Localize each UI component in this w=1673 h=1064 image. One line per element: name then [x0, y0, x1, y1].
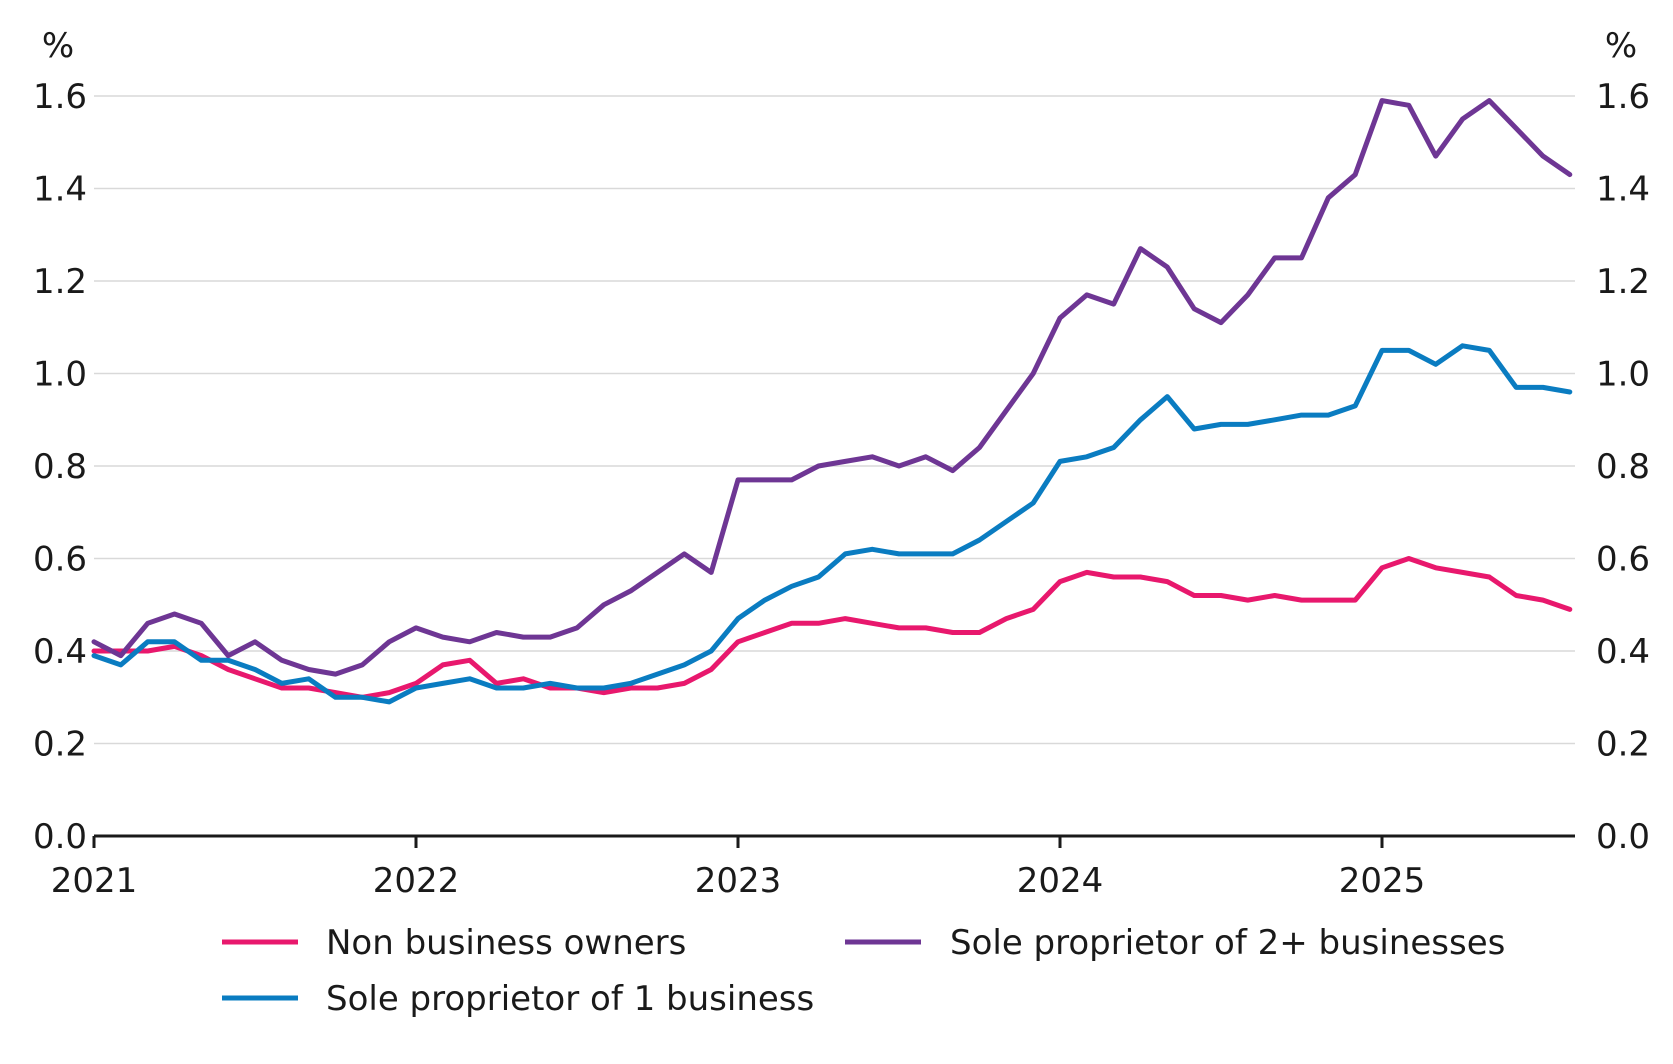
- y-tick-label-left: 1.6: [33, 77, 87, 117]
- y-tick-label-left: 0.8: [33, 447, 87, 487]
- legend-label-sole-proprietor-2plus: Sole proprietor of 2+ businesses: [950, 923, 1505, 963]
- x-tick-label: 2022: [373, 861, 460, 901]
- y-tick-label-left: 1.2: [33, 262, 87, 302]
- x-tick-label: 2021: [51, 861, 138, 901]
- x-tick-label: 2024: [1017, 861, 1104, 901]
- y-tick-label-right: 0.2: [1596, 725, 1650, 765]
- y-unit-label-right: %: [1605, 26, 1637, 66]
- series-line-2: [91, 98, 1573, 677]
- legend-item-sole-proprietor-1: Sole proprietor of 1 business: [222, 979, 814, 1019]
- series-line-1: [91, 343, 1573, 705]
- legend-item-sole-proprietor-2plus: Sole proprietor of 2+ businesses: [845, 923, 1505, 963]
- legend-label-non-business-owners: Non business owners: [326, 923, 686, 963]
- x-tick-label: 2025: [1339, 861, 1426, 901]
- legend: Non business owners Sole proprietor of 1…: [222, 923, 1505, 1019]
- legend-label-sole-proprietor-1: Sole proprietor of 1 business: [326, 979, 814, 1019]
- y-tick-label-right: 1.6: [1596, 77, 1650, 117]
- gridlines: [94, 95, 1575, 745]
- y-tick-label-right: 0.6: [1596, 540, 1650, 580]
- y-tick-label-left: 0.0: [33, 817, 87, 857]
- y-tick-label-left: 0.2: [33, 725, 87, 765]
- y-axis-right: % 0.0 0.2 0.4 0.6 0.8 1.0 1.2 1.4 1.6: [1596, 26, 1650, 857]
- x-tick-label: 2023: [695, 861, 782, 901]
- y-tick-label-right: 0.8: [1596, 447, 1650, 487]
- series-line-0: [91, 556, 1573, 700]
- y-tick-label-right: 0.4: [1596, 632, 1650, 672]
- y-tick-label-right: 1.2: [1596, 262, 1650, 302]
- y-tick-label-right: 1.4: [1596, 170, 1650, 210]
- y-axis-left: % 0.0 0.2 0.4 0.6 0.8 1.0 1.2 1.4 1.6: [33, 26, 87, 857]
- y-tick-label-right: 0.0: [1596, 817, 1650, 857]
- y-tick-label-right: 1.0: [1596, 355, 1650, 395]
- y-tick-label-left: 1.0: [33, 355, 87, 395]
- y-tick-label-left: 1.4: [33, 170, 87, 210]
- legend-item-non-business-owners: Non business owners: [222, 923, 686, 963]
- series-lines: [91, 98, 1573, 705]
- y-unit-label-left: %: [42, 26, 74, 66]
- y-tick-label-left: 0.4: [33, 632, 87, 672]
- x-axis: 2021 2022 2023 2024 2025: [51, 834, 1575, 901]
- y-tick-label-left: 0.6: [33, 540, 87, 580]
